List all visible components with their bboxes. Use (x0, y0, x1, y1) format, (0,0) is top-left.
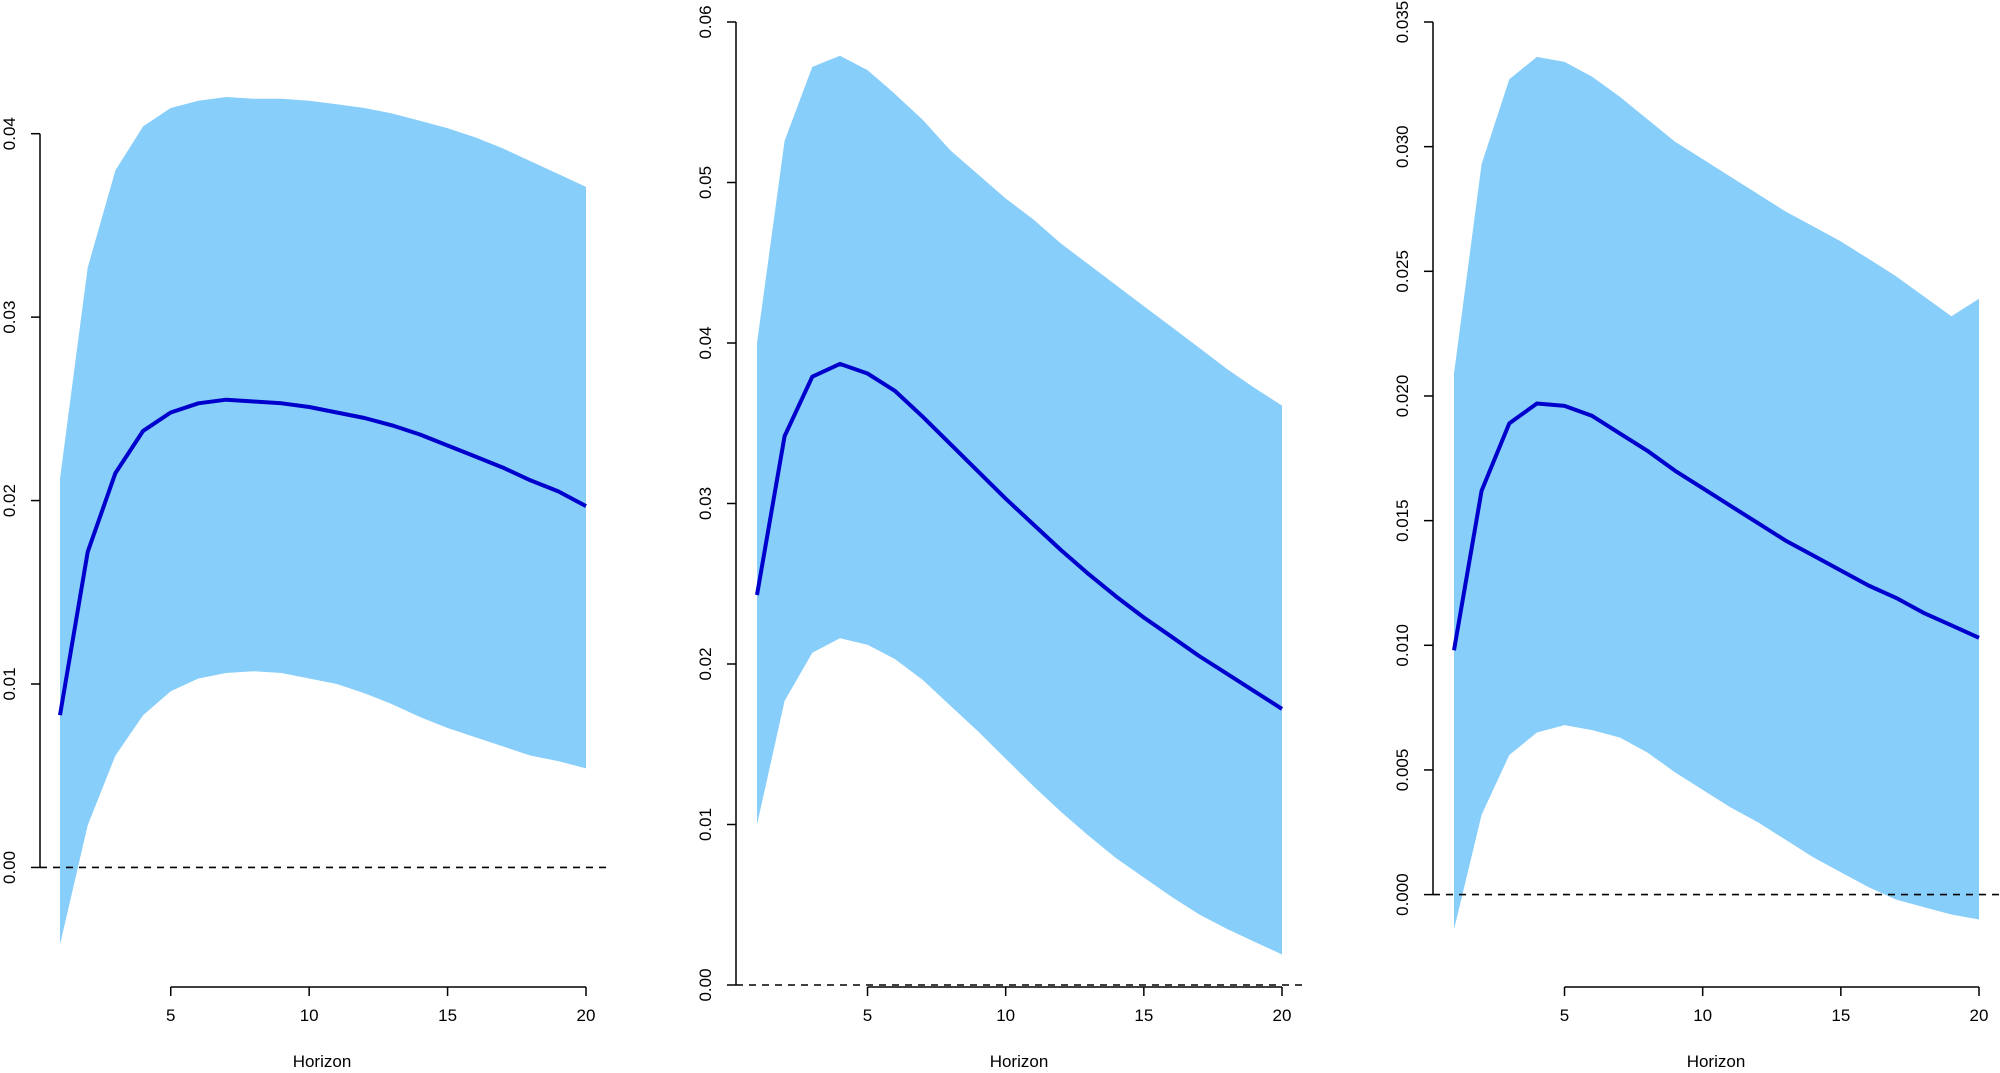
y-tick-label: 0.010 (1393, 624, 1412, 667)
x-tick-label: 5 (1560, 1006, 1569, 1025)
y-tick-label: 0.020 (1393, 375, 1412, 418)
x-axis-title: Horizon (990, 1052, 1049, 1071)
y-tick-label: 0.01 (0, 667, 19, 700)
x-tick-label: 20 (1273, 1006, 1292, 1025)
y-tick-label: 0.015 (1393, 499, 1412, 542)
x-tick-label: 15 (1134, 1006, 1153, 1025)
confidence-band (757, 55, 1282, 955)
y-tick-label: 0.04 (696, 326, 715, 359)
y-tick-label: 0.02 (696, 647, 715, 680)
x-tick-label: 10 (996, 1006, 1015, 1025)
y-tick-label: 0.04 (0, 117, 19, 150)
x-tick-label: 10 (1693, 1006, 1712, 1025)
y-tick-label: 0.025 (1393, 250, 1412, 293)
y-tick-label: 0.05 (696, 166, 715, 199)
x-tick-label: 5 (166, 1006, 175, 1025)
x-axis-title: Horizon (1687, 1052, 1746, 1071)
median-response-line (755, 361, 1284, 711)
median-response-line (58, 397, 587, 716)
confidence-band (1454, 56, 1979, 930)
y-tick-label: 0.06 (696, 5, 715, 38)
x-tick-label: 15 (438, 1006, 457, 1025)
x-tick-label: 15 (1831, 1006, 1850, 1025)
y-tick-label: 0.02 (0, 484, 19, 517)
panel-1: 0.00 0.01 0.02 0.03 0.04 5 10 15 20 Horizon (0, 97, 608, 1071)
y-tick-label: 0.005 (1393, 749, 1412, 792)
x-axis-title: Horizon (293, 1052, 352, 1071)
y-tick-label: 0.000 (1393, 873, 1412, 916)
y-tick-label: 0.01 (696, 808, 715, 841)
y-tick-label: 0.035 (1393, 1, 1412, 44)
median-response-line (1452, 401, 1980, 651)
panel-2: 0.00 0.01 0.02 0.03 0.04 0.05 0.06 5 10 15 20 Horiz… (696, 5, 1304, 1071)
y-tick-label: 0.00 (696, 968, 715, 1001)
panel-3: 0.000 0.005 0.010 0.015 0.020 0.025 0.030 0.035… (1393, 1, 2000, 1071)
y-tick-label: 0.030 (1393, 125, 1412, 168)
y-tick-label: 0.03 (696, 487, 715, 520)
x-tick-label: 10 (300, 1006, 319, 1025)
y-tick-label: 0.03 (0, 301, 19, 334)
confidence-band (60, 97, 586, 945)
x-tick-label: 20 (577, 1006, 596, 1025)
x-tick-label: 5 (863, 1006, 872, 1025)
y-tick-label: 0.00 (0, 851, 19, 884)
x-tick-label: 20 (1970, 1006, 1989, 1025)
